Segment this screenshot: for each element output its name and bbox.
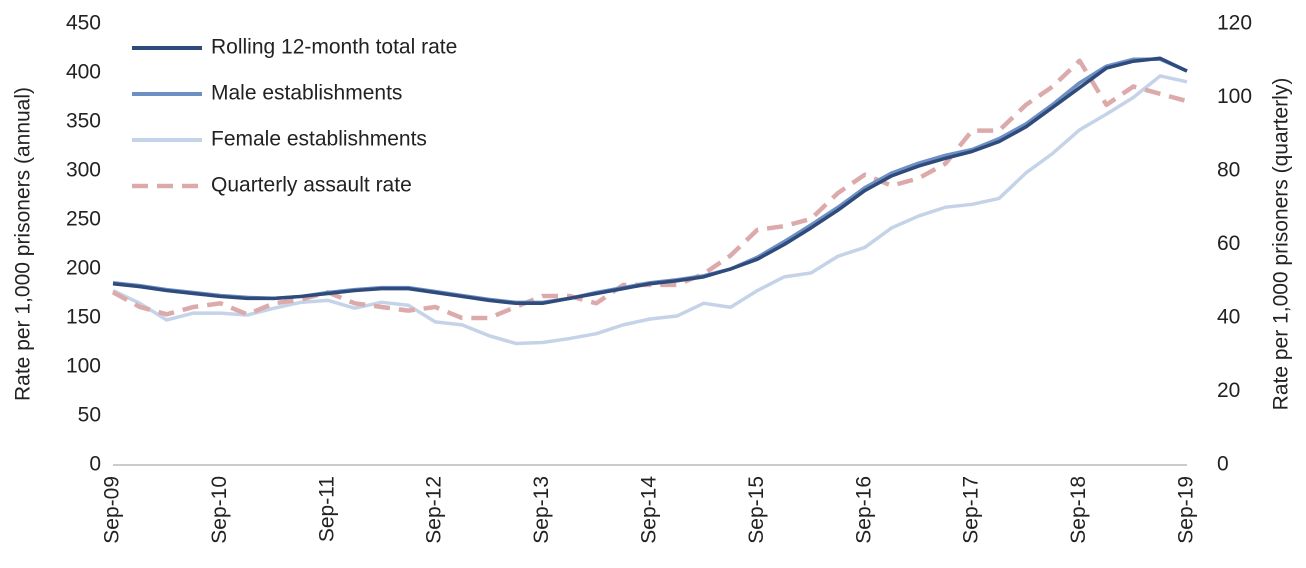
x-tick-label: Sep-09: [101, 476, 124, 544]
series-line: [112, 74, 1188, 346]
y2-tick-label: 0: [1217, 453, 1229, 476]
y-tick-label: 50: [78, 404, 101, 427]
legend-label: Male establishments: [211, 82, 402, 105]
legend-label: Female establishments: [211, 128, 427, 151]
x-tick-label: Sep-10: [208, 476, 231, 544]
y2-tick-label: 80: [1217, 159, 1240, 182]
y-tick-label: 450: [66, 12, 101, 35]
x-tick-label: Sep-17: [960, 476, 983, 544]
legend-label: Rolling 12-month total rate: [211, 36, 457, 59]
y-tick-label: 350: [66, 110, 101, 133]
y-tick-label: 200: [66, 257, 101, 280]
x-tick-label: Sep-15: [745, 476, 768, 544]
x-tick-label: Sep-11: [315, 476, 338, 542]
x-tick-label: Sep-18: [1067, 476, 1090, 544]
y-tick-label: 0: [89, 453, 101, 476]
y-tick-label: 300: [66, 159, 101, 182]
x-tick-label: Sep-12: [423, 476, 446, 544]
y2-axis-label: Rate per 1,000 prisoners (quarterly): [1270, 78, 1293, 411]
x-tick-label: Sep-14: [638, 476, 661, 544]
y-tick-label: 250: [66, 208, 101, 231]
y2-tick-label: 120: [1217, 12, 1252, 35]
legend-label: Quarterly assault rate: [211, 174, 412, 197]
y-axis-label: Rate per 1,000 prisoners (annual): [12, 87, 35, 401]
y2-tick-label: 60: [1217, 232, 1240, 255]
y2-tick-label: 40: [1217, 306, 1240, 329]
x-tick-label: Sep-13: [530, 476, 553, 544]
y2-tick-label: 100: [1217, 85, 1252, 108]
x-tick-label: Sep-19: [1175, 476, 1198, 544]
y-tick-label: 150: [66, 306, 101, 329]
y2-tick-label: 20: [1217, 379, 1240, 402]
y-tick-label: 400: [66, 61, 101, 84]
series-line: [112, 56, 1188, 306]
y-tick-label: 100: [66, 355, 101, 378]
x-tick-label: Sep-16: [852, 476, 875, 544]
